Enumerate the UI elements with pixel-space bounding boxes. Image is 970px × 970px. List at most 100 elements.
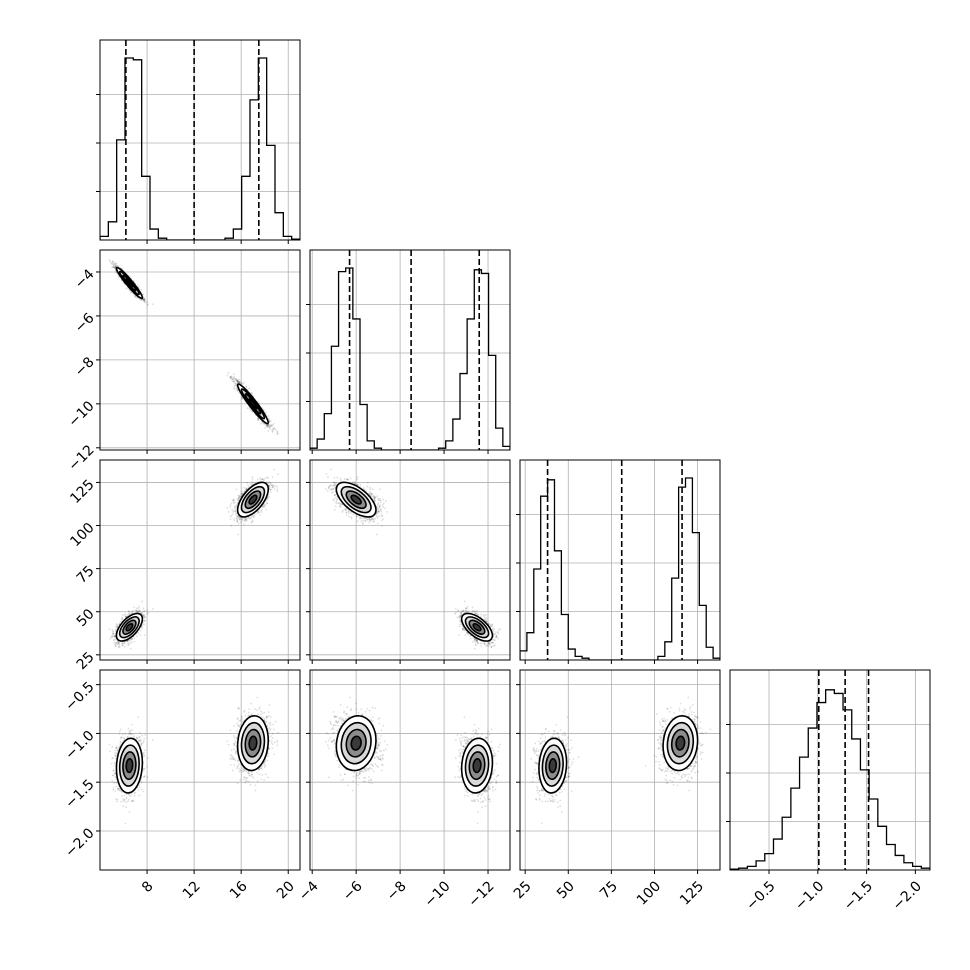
sample-point xyxy=(112,261,114,263)
density-layer xyxy=(108,468,279,650)
sample-point xyxy=(265,424,268,427)
sample-point xyxy=(240,382,243,385)
y-tick-label: −12 xyxy=(65,442,97,474)
sample-point xyxy=(114,268,117,270)
sample-point xyxy=(232,380,234,383)
sample-point xyxy=(237,380,240,383)
sample-point xyxy=(121,617,123,620)
sample-point xyxy=(241,493,243,496)
sample-point xyxy=(232,380,235,383)
sample-point xyxy=(123,645,126,648)
sample-point xyxy=(114,266,117,268)
sample-point xyxy=(140,612,143,614)
sample-point xyxy=(272,422,275,425)
sample-point xyxy=(144,301,147,304)
sample-point xyxy=(229,375,232,378)
sample-point xyxy=(268,418,271,421)
sample-point xyxy=(143,299,146,301)
sample-point xyxy=(137,284,139,287)
sample-point xyxy=(266,476,269,479)
sample-point xyxy=(113,641,116,644)
sample-point xyxy=(135,609,138,612)
sample-point xyxy=(128,639,130,642)
sample-point xyxy=(236,380,239,383)
sample-point xyxy=(247,388,250,391)
sample-point xyxy=(142,299,145,302)
sample-point xyxy=(140,625,143,628)
sample-point xyxy=(231,377,234,380)
sample-point xyxy=(233,517,236,520)
sample-point xyxy=(121,642,124,645)
sample-point xyxy=(112,631,114,633)
sample-point xyxy=(126,640,129,642)
sample-point xyxy=(142,614,145,617)
sample-point xyxy=(129,291,132,294)
sample-point xyxy=(143,300,146,302)
sample-point xyxy=(116,626,118,629)
sample-point xyxy=(114,634,117,637)
sample-point xyxy=(248,387,251,390)
sample-point xyxy=(243,381,245,384)
sample-point xyxy=(116,264,119,267)
contour-level xyxy=(248,398,258,410)
sample-point xyxy=(268,426,271,429)
sample-point xyxy=(143,615,146,618)
sample-point xyxy=(137,610,140,613)
sample-point xyxy=(121,614,124,616)
sample-point xyxy=(133,640,136,643)
sample-point xyxy=(116,624,118,626)
y-tick-label: −4 xyxy=(72,266,98,292)
sample-point xyxy=(142,293,145,295)
sample-point xyxy=(257,419,260,422)
sample-point xyxy=(246,407,249,410)
sample-point xyxy=(115,642,118,644)
sample-point xyxy=(269,424,272,427)
corner-panels: −2.0−1.5−1.0−0.5−4−6−8−10−12255075100125… xyxy=(62,39,931,914)
sample-point xyxy=(112,266,115,269)
sample-point xyxy=(142,620,145,623)
sample-point xyxy=(140,288,143,291)
sample-point xyxy=(237,497,240,500)
sample-point xyxy=(143,619,146,622)
sample-point xyxy=(231,378,234,381)
sample-point xyxy=(271,425,273,428)
sample-point xyxy=(112,633,115,635)
sample-point xyxy=(118,646,121,649)
sample-point xyxy=(140,299,142,302)
sample-point xyxy=(270,424,273,426)
sample-point xyxy=(110,636,113,639)
sample-point xyxy=(230,376,233,379)
sample-point xyxy=(115,271,117,274)
sample-point xyxy=(245,385,248,388)
sample-point xyxy=(142,614,145,617)
sample-point xyxy=(235,377,237,380)
sample-point xyxy=(235,378,238,381)
sample-point xyxy=(112,263,115,266)
sample-point xyxy=(114,644,116,646)
panel-frame xyxy=(99,249,301,451)
sample-point xyxy=(270,420,272,423)
sample-point xyxy=(118,645,121,647)
sample-point xyxy=(142,607,145,610)
sample-point xyxy=(116,641,119,643)
sample-point xyxy=(236,379,239,382)
sample-point xyxy=(111,262,114,265)
sample-point xyxy=(127,643,129,646)
sample-point xyxy=(139,609,142,612)
sample-point xyxy=(117,642,120,645)
sample-point xyxy=(267,430,270,432)
histogram-bars xyxy=(520,477,720,660)
sample-point xyxy=(142,610,145,612)
sample-point xyxy=(135,635,138,638)
sample-point xyxy=(236,379,239,382)
sample-point xyxy=(143,299,146,302)
sample-point xyxy=(138,610,141,613)
sample-point xyxy=(112,260,115,263)
sample-point xyxy=(273,427,276,430)
sample-point xyxy=(114,265,117,268)
sample-point xyxy=(266,425,269,428)
sample-point xyxy=(115,264,118,267)
histogram-bars xyxy=(730,689,930,870)
sample-point xyxy=(238,381,241,383)
